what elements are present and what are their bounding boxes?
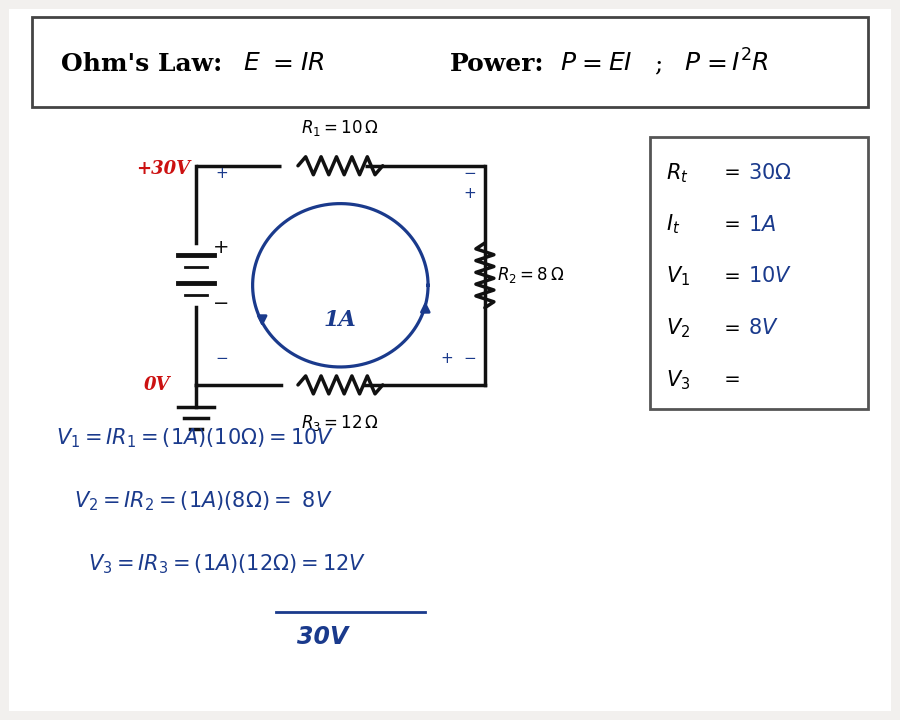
Text: =: =	[718, 319, 747, 338]
Text: =: =	[706, 53, 727, 76]
Text: +: +	[463, 186, 476, 201]
Text: $P$: $P$	[560, 51, 577, 75]
Text: $I_t$: $I_t$	[666, 212, 680, 236]
Text: $V_1$: $V_1$	[666, 264, 690, 288]
Text: $30\Omega$: $30\Omega$	[748, 163, 792, 183]
Text: $R_1 = 10\,\Omega$: $R_1 = 10\,\Omega$	[302, 118, 379, 138]
Text: 30V: 30V	[297, 625, 348, 649]
Text: =: =	[273, 53, 293, 76]
Text: $IR$: $IR$	[301, 51, 325, 75]
Text: $E$: $E$	[243, 51, 260, 75]
Text: $EI$: $EI$	[608, 51, 632, 75]
Text: =: =	[581, 53, 602, 76]
Text: −: −	[212, 294, 229, 312]
Text: =: =	[718, 370, 747, 390]
Text: Power:: Power:	[450, 52, 544, 76]
Text: −: −	[463, 166, 476, 181]
Text: $V_3 = IR_3 = (1A)(12\Omega) = 12V$: $V_3 = IR_3 = (1A)(12\Omega) = 12V$	[88, 552, 366, 576]
Text: $V_2$: $V_2$	[666, 316, 690, 340]
Text: $P$: $P$	[684, 51, 701, 75]
Text: 0V: 0V	[144, 376, 170, 394]
Text: =: =	[718, 215, 747, 234]
Text: +: +	[212, 238, 229, 257]
Text: +30V: +30V	[136, 160, 190, 178]
Text: ;: ;	[654, 53, 662, 76]
Text: $8V$: $8V$	[748, 318, 778, 338]
Text: $I^{2}R$: $I^{2}R$	[731, 50, 769, 77]
Text: −: −	[463, 351, 476, 366]
Text: $R_t$: $R_t$	[666, 161, 689, 184]
Text: $1A$: $1A$	[748, 215, 776, 235]
FancyBboxPatch shape	[9, 9, 891, 711]
Text: $V_1 = IR_1 = (1A)(10\Omega) = 10V$: $V_1 = IR_1 = (1A)(10\Omega) = 10V$	[56, 427, 335, 450]
Text: $V_3$: $V_3$	[666, 368, 690, 392]
Text: +: +	[440, 351, 453, 366]
Text: +: +	[216, 166, 229, 181]
FancyBboxPatch shape	[651, 137, 868, 409]
Text: $10V$: $10V$	[748, 266, 792, 287]
Text: $R_3 = 12\,\Omega$: $R_3 = 12\,\Omega$	[302, 413, 379, 433]
Text: −: −	[216, 351, 229, 366]
Text: =: =	[718, 267, 747, 286]
Text: =: =	[718, 163, 747, 182]
Text: $R_2 = 8\,\Omega$: $R_2 = 8\,\Omega$	[497, 266, 564, 285]
Text: $V_2 = IR_2 = (1A)(8\Omega) = \ 8V$: $V_2 = IR_2 = (1A)(8\Omega) = \ 8V$	[74, 490, 333, 513]
Text: Ohm's Law:: Ohm's Law:	[61, 52, 222, 76]
FancyBboxPatch shape	[32, 17, 868, 107]
Text: 1A: 1A	[324, 309, 356, 331]
